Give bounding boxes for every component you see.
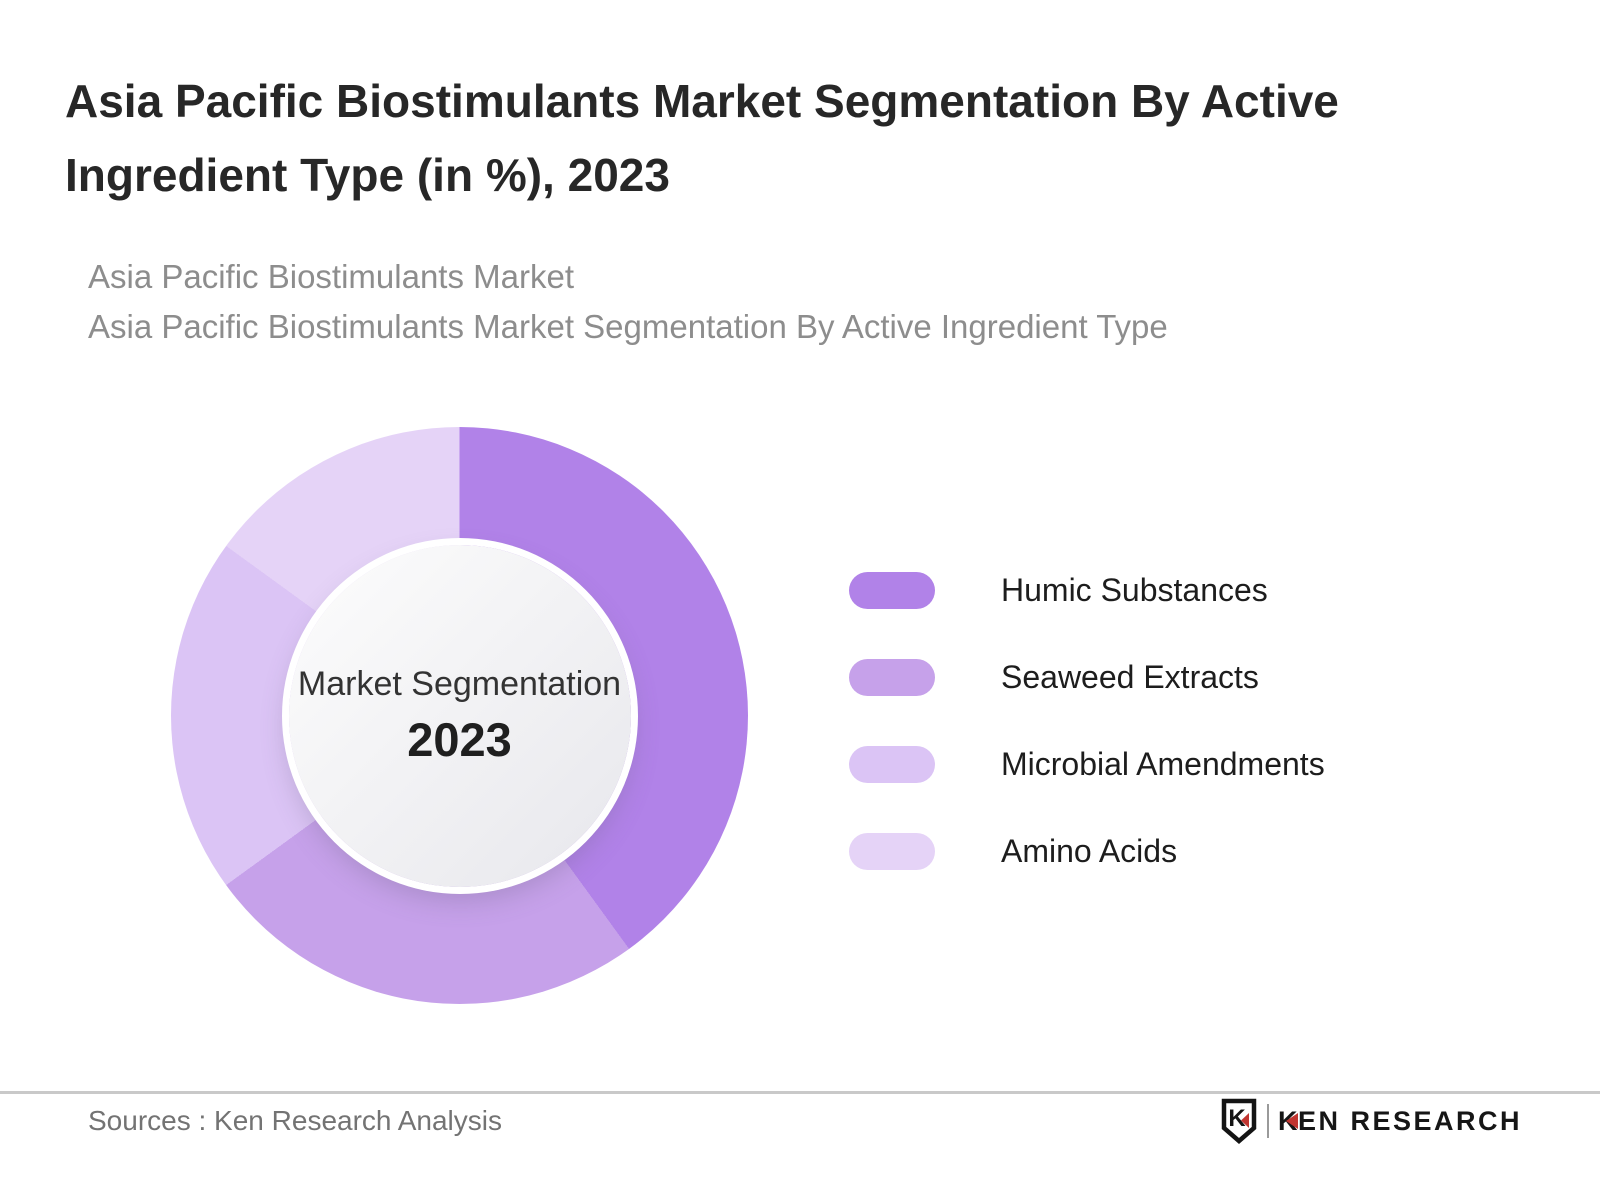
page-title-line1: Asia Pacific Biostimulants Market Segmen…	[65, 75, 1339, 127]
donut-chart: Market Segmentation 2023	[171, 427, 748, 1004]
legend-label-seaweed-extracts: Seaweed Extracts	[1001, 659, 1259, 695]
legend: Humic Substances Seaweed Extracts Microb…	[849, 572, 1325, 920]
wordmark-red-triangle-icon	[1285, 1113, 1298, 1129]
chart-subtitle: Asia Pacific Biostimulants Market Asia P…	[88, 252, 1168, 352]
legend-swatch-amino-acids	[849, 833, 935, 870]
donut-center-label: Market Segmentation	[297, 664, 622, 703]
page-title: Asia Pacific Biostimulants Market Segmen…	[65, 64, 1339, 212]
ken-research-shield-icon: K	[1221, 1098, 1257, 1144]
logo-divider	[1266, 1104, 1269, 1138]
ken-research-wordmark: K EN RESEARCH	[1278, 1106, 1522, 1137]
legend-item-amino-acids: Amino Acids	[849, 833, 1325, 870]
legend-item-seaweed-extracts: Seaweed Extracts	[849, 659, 1325, 696]
legend-swatch-microbial-amendments	[849, 746, 935, 783]
chart-subtitle-line2: Asia Pacific Biostimulants Market Segmen…	[88, 308, 1168, 345]
legend-item-microbial-amendments: Microbial Amendments	[849, 746, 1325, 783]
legend-label-humic-substances: Humic Substances	[1001, 572, 1268, 608]
legend-swatch-humic-substances	[849, 572, 935, 609]
chart-subtitle-line1: Asia Pacific Biostimulants Market	[88, 258, 574, 295]
ken-research-logo: K K EN RESEARCH	[1220, 1098, 1522, 1144]
sources-text: Sources : Ken Research Analysis	[88, 1105, 502, 1136]
ken-research-shield-letter: K	[1228, 1105, 1246, 1132]
legend-item-humic-substances: Humic Substances	[849, 572, 1325, 609]
page-title-line2: Ingredient Type (in %), 2023	[65, 149, 670, 201]
donut-center: Market Segmentation 2023	[288, 544, 631, 887]
donut-center-year: 2023	[407, 712, 512, 766]
legend-label-amino-acids: Amino Acids	[1001, 833, 1178, 869]
legend-swatch-seaweed-extracts	[849, 659, 935, 696]
legend-label-microbial-amendments: Microbial Amendments	[1001, 746, 1325, 782]
footer-divider	[0, 1091, 1600, 1094]
wordmark-rest: EN RESEARCH	[1297, 1105, 1522, 1136]
